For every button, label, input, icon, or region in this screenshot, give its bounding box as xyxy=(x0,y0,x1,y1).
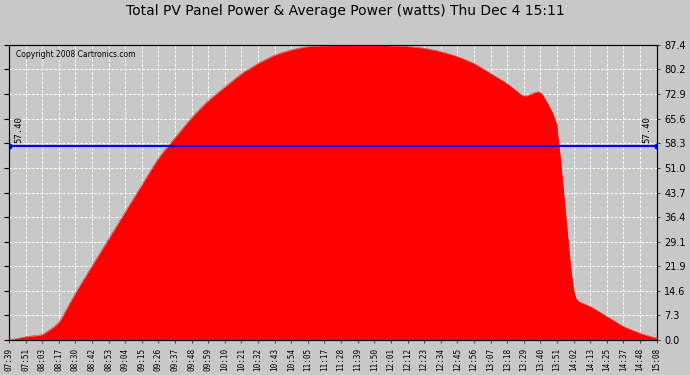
Text: Total PV Panel Power & Average Power (watts) Thu Dec 4 15:11: Total PV Panel Power & Average Power (wa… xyxy=(126,4,564,18)
Text: 57.40: 57.40 xyxy=(14,116,23,143)
Text: Copyright 2008 Cartronics.com: Copyright 2008 Cartronics.com xyxy=(15,50,135,58)
Text: 57.40: 57.40 xyxy=(642,116,651,143)
